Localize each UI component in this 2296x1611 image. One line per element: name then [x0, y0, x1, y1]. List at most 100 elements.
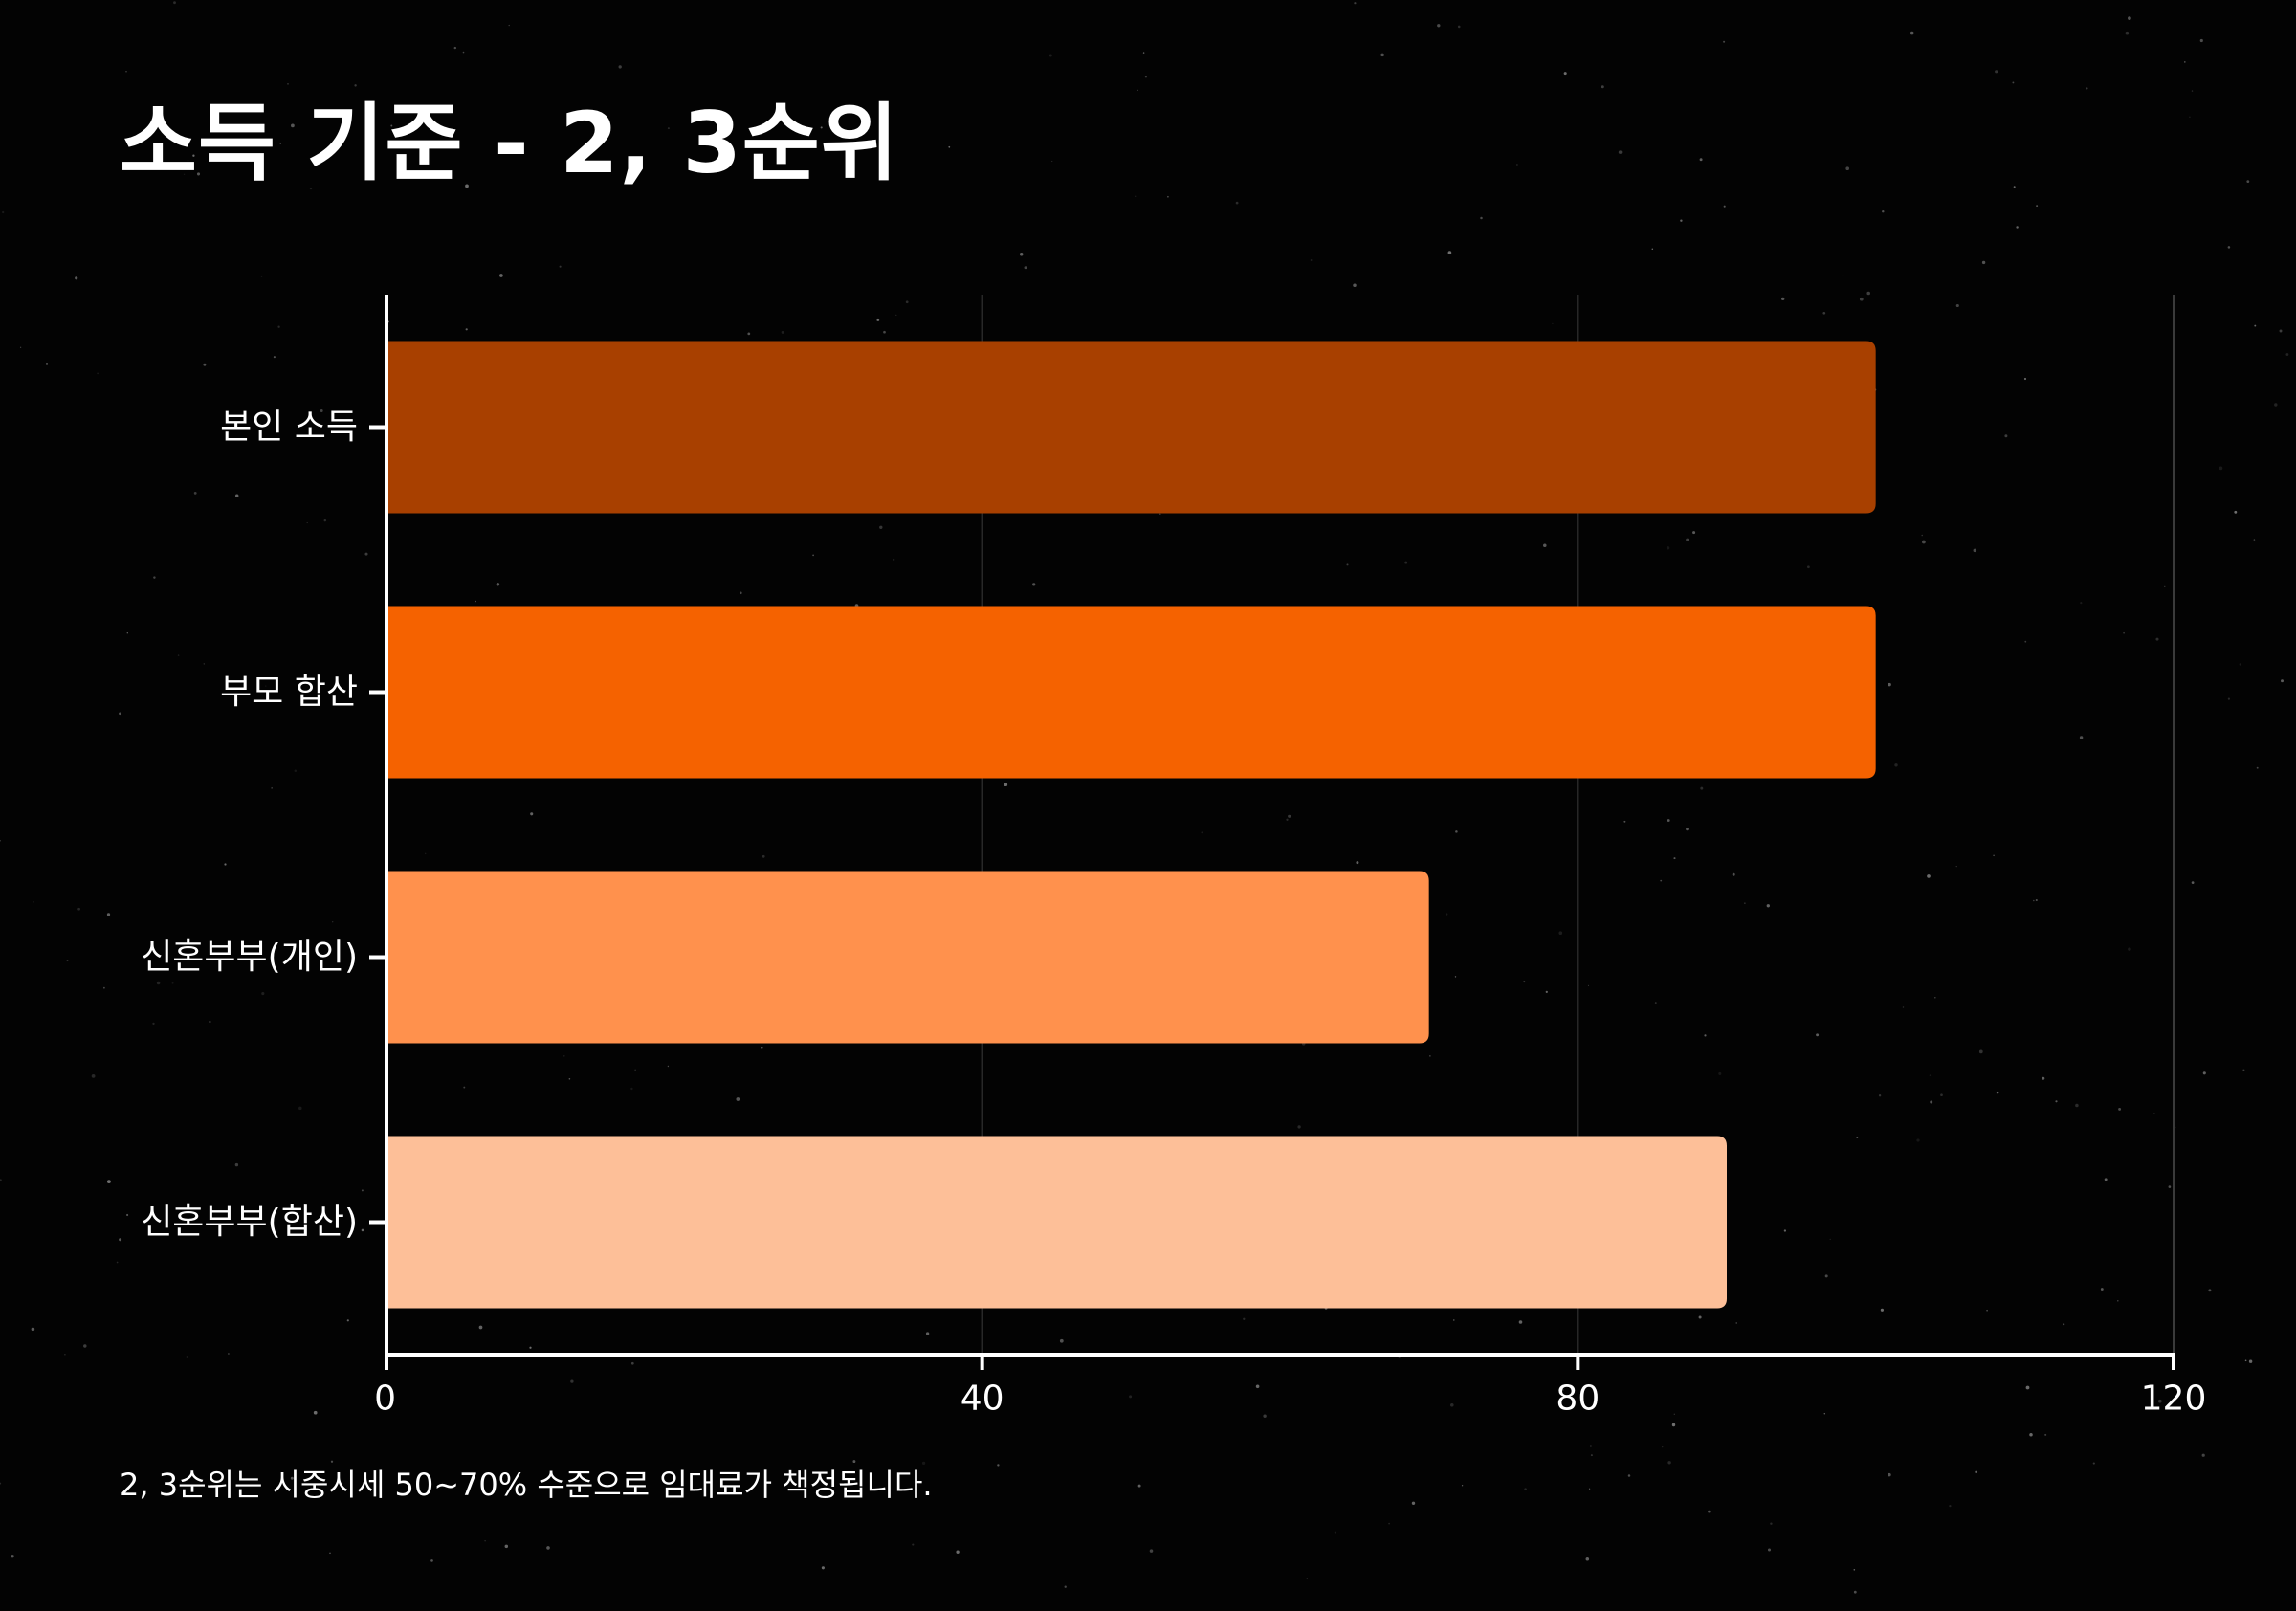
star-dot [2242, 1069, 2245, 1071]
star-dot [496, 583, 500, 586]
star-dot [1829, 1238, 1831, 1241]
star-dot [1516, 164, 1518, 166]
star-dot [2244, 1359, 2247, 1362]
star-dot [1243, 1317, 1246, 1320]
star-dot [1700, 786, 1704, 790]
star-dot [530, 812, 534, 816]
star-dot [1064, 1585, 1067, 1588]
star-dot [876, 318, 880, 321]
star-dot [1667, 1461, 1671, 1465]
star-dot [1698, 1315, 1702, 1319]
star-dot [2, 210, 5, 214]
star-dot [193, 492, 197, 495]
star-dot [1288, 814, 1292, 818]
star-dot [465, 328, 468, 331]
star-dot [739, 591, 742, 595]
star-dot [559, 265, 562, 268]
star-dot [1662, 1445, 1664, 1448]
star-dot [921, 1461, 926, 1466]
star-dot [2227, 697, 2230, 700]
star-dot [546, 1546, 550, 1550]
x-tick-label: 40 [960, 1379, 1004, 1419]
star-dot [997, 1464, 1000, 1467]
star-dot [1686, 538, 1689, 541]
star-dot [2174, 1126, 2176, 1129]
star-dot [2274, 403, 2278, 407]
star-dot [1450, 1403, 1454, 1407]
star-dot [1916, 1138, 1920, 1142]
star-dot [2201, 1453, 2205, 1457]
star-dot [2168, 1185, 2172, 1188]
star-dot [2075, 1103, 2079, 1108]
star-dot [1927, 874, 1931, 878]
star-dot [116, 1261, 119, 1264]
star-dot [879, 525, 883, 529]
star-dot [125, 71, 127, 73]
star-dot [323, 519, 327, 522]
star-dot [2117, 1299, 2119, 1302]
star-dot [2063, 1323, 2065, 1326]
star-dot [2080, 602, 2083, 605]
star-dot [1651, 248, 1654, 251]
star-dot [1654, 1002, 1657, 1004]
star-dot [2035, 898, 2038, 902]
star-dot [1429, 1055, 1431, 1057]
star-dot [1981, 260, 1986, 265]
star-dot [1480, 216, 1483, 220]
star-dot [2208, 1289, 2212, 1292]
star-dot [1235, 201, 1239, 205]
star-dot [1929, 1074, 1932, 1076]
star-dot [2012, 81, 2015, 84]
star-dot [1558, 931, 1563, 936]
star-dot [107, 1180, 111, 1183]
star-dot [2256, 766, 2259, 769]
star-dot [77, 907, 80, 911]
star-dot [1993, 854, 1995, 857]
star-dot [1523, 981, 1526, 983]
star-dot [153, 576, 156, 579]
star-dot [1437, 24, 1441, 28]
x-tick-label: 0 [374, 1379, 396, 1419]
star-dot [912, 1543, 915, 1546]
star-dot [196, 172, 201, 176]
star-dot [261, 992, 265, 996]
star-dot [1888, 1472, 1891, 1477]
star-dot [0, 840, 1, 842]
star-dot [260, 275, 263, 277]
star-dot [2191, 90, 2194, 92]
star-dot [331, 920, 334, 923]
star-dot [1853, 1590, 1857, 1594]
star-dot [0, 1482, 2, 1485]
star-dot [1878, 1094, 1882, 1097]
star-dot [667, 127, 670, 130]
star-dot [1446, 913, 1448, 916]
star-dot [948, 145, 951, 148]
star-dot [504, 1544, 509, 1549]
star-dot [1297, 1125, 1301, 1129]
star-dot [2104, 1178, 2108, 1181]
star-dot [290, 1476, 294, 1480]
star-dot [1411, 1501, 1416, 1505]
star-dot [277, 325, 280, 328]
star-dot [192, 154, 195, 157]
star-dot [346, 1319, 349, 1322]
star-dot [1461, 1485, 1464, 1487]
star-dot [1880, 1308, 1884, 1312]
category-label: 신혼부부(개인) [141, 938, 358, 977]
star-dot [227, 1353, 230, 1355]
star-dot [313, 1410, 318, 1415]
star-dot [2128, 947, 2131, 951]
star-dot [1995, 70, 1998, 74]
star-dot [465, 184, 469, 188]
star-dot [508, 24, 510, 27]
star-dot [2281, 679, 2284, 683]
star-dot [2025, 1385, 2030, 1390]
star-dot [1888, 682, 1891, 687]
star-dot [330, 1460, 334, 1463]
star-dot [75, 276, 78, 280]
star-dot [11, 1555, 14, 1558]
star-dot [1159, 513, 1161, 516]
star-dot [630, 1087, 633, 1091]
star-dot [1934, 997, 1936, 999]
star-dot [1955, 303, 1959, 308]
